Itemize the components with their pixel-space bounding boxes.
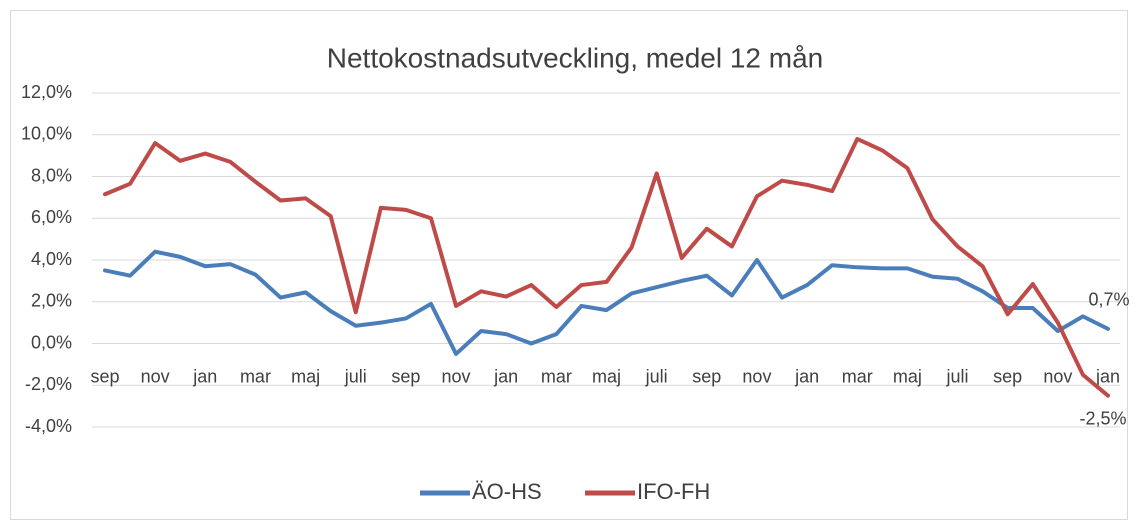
chart-title: Nettokostnadsutveckling, medel 12 mån [327, 42, 824, 73]
x-tick-label: sep [90, 366, 119, 386]
y-tick-label: 8,0% [31, 165, 72, 185]
y-tick-label: 12,0% [21, 82, 72, 102]
x-tick-label: nov [1043, 366, 1072, 386]
x-tick-label: maj [291, 366, 320, 386]
x-tick-label: jan [1095, 366, 1120, 386]
series-line [103, 136, 1110, 398]
x-tick-label: mar [541, 366, 572, 386]
x-tick-label: juli [344, 366, 367, 386]
data-label: -2,5% [1079, 408, 1126, 428]
legend-label: ÄO-HS [472, 479, 542, 504]
chart-frame [10, 10, 1128, 520]
y-tick-label: 10,0% [21, 124, 72, 144]
legend-label: IFO-FH [637, 479, 710, 504]
y-tick-label: -2,0% [25, 374, 72, 394]
x-tick-label: mar [842, 366, 873, 386]
x-tick-label: sep [391, 366, 420, 386]
x-tick-label: juli [946, 366, 969, 386]
y-tick-label: 0,0% [31, 332, 72, 352]
y-tick-label: 6,0% [31, 207, 72, 227]
x-tick-label: maj [592, 366, 621, 386]
x-tick-label: maj [893, 366, 922, 386]
x-tick-label: juli [645, 366, 668, 386]
y-tick-label: 4,0% [31, 249, 72, 269]
x-tick-label: nov [742, 366, 771, 386]
series-line [103, 249, 1110, 356]
x-tick-label: sep [993, 366, 1022, 386]
data-label: 0,7% [1088, 290, 1129, 310]
y-tick-label: 2,0% [31, 291, 72, 311]
x-tick-label: nov [442, 366, 471, 386]
x-tick-label: mar [240, 366, 271, 386]
x-tick-label: jan [794, 366, 819, 386]
x-tick-label: jan [192, 366, 217, 386]
x-tick-label: sep [692, 366, 721, 386]
x-tick-label: jan [493, 366, 518, 386]
y-tick-label: -4,0% [25, 416, 72, 436]
x-tick-label: nov [141, 366, 170, 386]
